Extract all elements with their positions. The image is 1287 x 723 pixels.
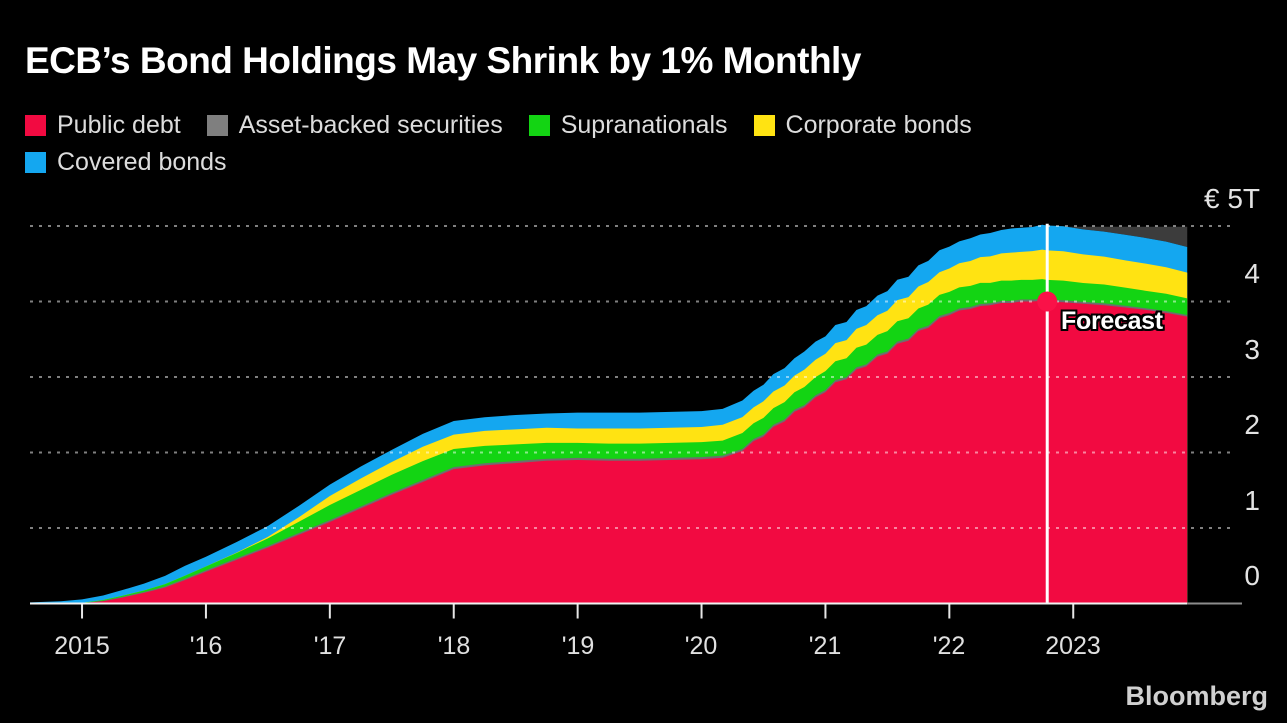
y-axis-label-4: 4 bbox=[1244, 258, 1260, 289]
legend-label: Covered bonds bbox=[57, 147, 227, 176]
x-axis-label-17: '17 bbox=[313, 632, 347, 660]
legend: Public debt Asset-backed securities Supr… bbox=[25, 110, 972, 184]
x-axis-label-2015: 2015 bbox=[54, 632, 110, 660]
bloomberg-logo: Bloomberg bbox=[1125, 681, 1268, 711]
x-axis-label-16: '16 bbox=[189, 632, 223, 660]
y-axis-label-1: 1 bbox=[1244, 485, 1260, 516]
forecast-annotation: Forecast bbox=[1061, 307, 1163, 335]
supranationals-swatch-icon bbox=[528, 114, 550, 136]
x-axis-label-2023: 2023 bbox=[1045, 632, 1101, 660]
covered-bonds-swatch-icon bbox=[25, 151, 46, 173]
legend-row-2: Covered bonds bbox=[25, 147, 972, 177]
legend-item-covered-bonds: Covered bonds bbox=[25, 148, 227, 177]
x-axis-label-21: '21 bbox=[808, 632, 842, 660]
legend-row-1: Public debt Asset-backed securities Supr… bbox=[25, 110, 972, 140]
legend-item-public-debt: Public debt bbox=[25, 111, 181, 140]
legend-item-corporate-bonds: Corporate bonds bbox=[753, 110, 972, 140]
legend-label: Corporate bonds bbox=[785, 110, 972, 139]
abs-swatch-icon bbox=[206, 114, 228, 136]
legend-item-supranationals: Supranationals bbox=[528, 110, 728, 140]
y-axis-label-0: 0 bbox=[1244, 560, 1260, 591]
x-axis-label-22: '22 bbox=[932, 632, 966, 660]
x-axis-label-20: '20 bbox=[684, 632, 718, 660]
legend-label: Supranationals bbox=[560, 110, 728, 139]
corporate-bonds-swatch-icon bbox=[753, 114, 775, 136]
legend-label: Public debt bbox=[57, 110, 181, 139]
x-axis-label-18: '18 bbox=[437, 632, 471, 660]
x-axis-label-19: '19 bbox=[561, 632, 595, 660]
legend-item-asset-backed-securities: Asset-backed securities bbox=[206, 110, 503, 140]
page-title: ECB’s Bond Holdings May Shrink by 1% Mon… bbox=[25, 40, 861, 81]
legend-label: Asset-backed securities bbox=[238, 110, 503, 139]
public-debt-swatch-icon bbox=[25, 114, 46, 136]
y-axis-label-3: 3 bbox=[1244, 334, 1260, 365]
y-axis-label-2: 2 bbox=[1244, 409, 1260, 440]
y-axis-label-5t: € 5T bbox=[1203, 183, 1260, 214]
